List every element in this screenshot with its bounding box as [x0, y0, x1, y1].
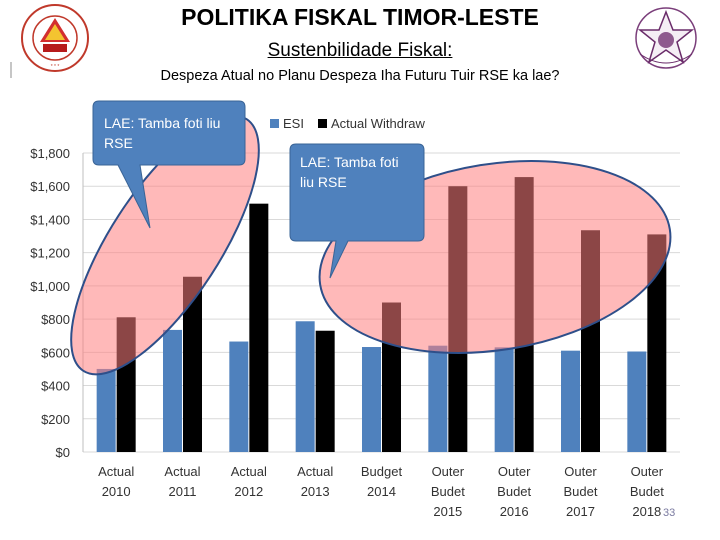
y-tick-label: $1,000: [30, 279, 70, 294]
x-tick-label: 2018: [632, 504, 661, 519]
legend-label-esi: ESI: [283, 116, 304, 131]
y-tick-label: $200: [41, 412, 70, 427]
callout-right: LAE: Tamba foti liu RSE: [289, 143, 425, 279]
x-tick-label: 2017: [566, 504, 595, 519]
x-tick-label: Budet: [497, 484, 531, 499]
x-tick-label: Actual: [164, 464, 200, 479]
x-tick-label: Outer: [631, 464, 664, 479]
svg-text:* * *: * * *: [51, 64, 60, 70]
legend-label-withdraw: Actual Withdraw: [331, 116, 426, 131]
callout-left: LAE: Tamba foti liu RSE: [92, 100, 246, 229]
bar-actual-withdraw: [647, 234, 667, 452]
timor-leste-emblem-logo: * * *: [21, 4, 89, 72]
page-title: POLITIKA FISKAL TIMOR-LESTE: [181, 4, 539, 30]
callout-right-line1: LAE: Tamba foti: [300, 154, 399, 170]
callout-left-line1: LAE: Tamba foti liu: [104, 115, 220, 131]
x-tick-label: 2010: [102, 484, 131, 499]
y-tick-label: $1,200: [30, 246, 70, 261]
highlight-ellipse-left: [70, 114, 260, 376]
header-divider: [10, 62, 12, 78]
x-tick-label: Actual: [297, 464, 333, 479]
y-tick-label: $800: [41, 312, 70, 327]
y-tick-label: $1,600: [30, 179, 70, 194]
callout-right-line2: liu RSE: [300, 174, 347, 190]
x-tick-label: Actual: [98, 464, 134, 479]
x-tick-label: Outer: [432, 464, 465, 479]
bar-esi: [494, 347, 514, 452]
callout-left-line2: RSE: [104, 135, 133, 151]
bar-actual-withdraw: [183, 276, 202, 452]
y-tick-label: $1,400: [30, 212, 70, 227]
y-tick-labels: $0 $200 $400 $600 $800 $1,000 $1,200 $1,400 $1,6…: [30, 146, 70, 460]
page-subtitle: Sustenbilidade Fiskal:: [267, 40, 453, 61]
bar-esi: [96, 368, 116, 452]
y-tick-label: $1,800: [30, 146, 70, 161]
x-tick-label: 2011: [169, 484, 197, 499]
legend-swatch-esi: [270, 119, 279, 128]
x-tick-label: 2015: [433, 504, 462, 519]
x-tick-label: 2014: [367, 484, 396, 499]
x-tick-label: Outer: [498, 464, 531, 479]
x-tick-label: Budget: [361, 464, 403, 479]
ministry-seal-logo: [635, 7, 697, 69]
x-tick-label: 2013: [301, 484, 330, 499]
x-tick-label: Actual: [231, 464, 267, 479]
y-tick-label: $0: [56, 445, 70, 460]
page-question: Despeza Atual no Planu Despeza Iha Futur…: [160, 68, 560, 84]
bar-actual-withdraw: [315, 330, 335, 452]
bar-esi: [428, 345, 448, 452]
y-tick-label: $400: [41, 379, 70, 394]
x-tick-label: Budet: [630, 484, 664, 499]
bar-actual-withdraw: [249, 203, 269, 452]
x-tick-label: Budet: [431, 484, 465, 499]
bar-esi: [627, 351, 647, 452]
legend-swatch-withdraw: [318, 119, 327, 128]
x-tick-label: Outer: [564, 464, 597, 479]
bar-esi: [229, 341, 249, 452]
page-number: 33: [663, 507, 676, 519]
bar-esi: [561, 350, 580, 452]
x-tick-label: 2012: [234, 484, 263, 499]
chart-legend: ESI Actual Withdraw: [270, 116, 426, 131]
bar-chart: $0 $200 $400 $600 $800 $1,000 $1,200 $1,400 $1,6…: [30, 100, 680, 519]
bar-esi: [163, 329, 182, 452]
x-tick-labels: Actual 2010 Actual 2011 Actual 2012 Actual 2013…: [98, 464, 664, 519]
y-tick-label: $600: [41, 345, 70, 360]
bar-esi: [295, 321, 315, 452]
x-tick-label: 2016: [500, 504, 529, 519]
bar-esi: [362, 347, 381, 452]
x-tick-label: Budet: [564, 484, 598, 499]
